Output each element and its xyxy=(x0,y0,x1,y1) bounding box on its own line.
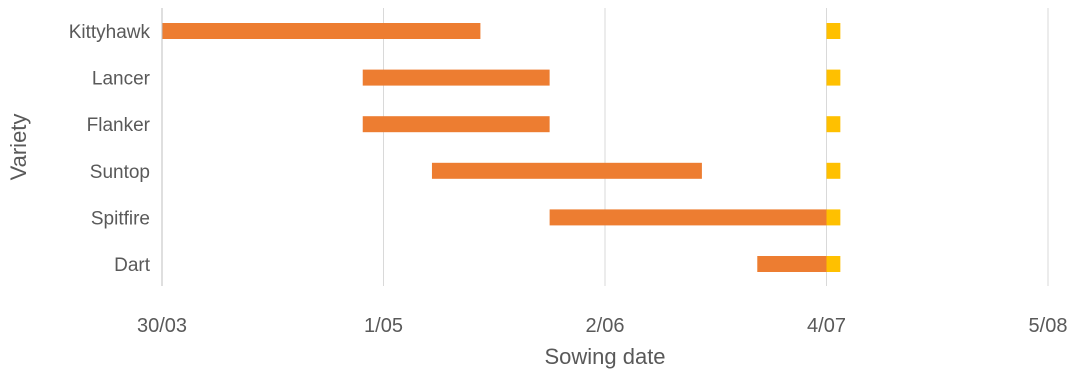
marker-bar xyxy=(826,256,841,272)
gridlines xyxy=(383,8,1049,286)
sowing-window-bar xyxy=(431,162,702,179)
marker-bar xyxy=(826,209,841,226)
y-axis-title: Variety xyxy=(6,114,31,181)
y-tick-label: Spitfire xyxy=(91,208,150,229)
bars xyxy=(162,23,841,272)
sowing-window-bar xyxy=(757,256,827,272)
marker-bar xyxy=(826,116,841,133)
sowing-window-bar xyxy=(362,69,550,86)
sowing-window-bar xyxy=(362,116,550,133)
y-tick-label: Dart xyxy=(114,255,151,276)
x-axis-title: Sowing date xyxy=(544,344,665,369)
x-tick-label: 4/07 xyxy=(807,315,846,337)
x-tick-label: 30/03 xyxy=(137,315,187,337)
x-tick-labels: 30/03 1/05 2/06 4/07 5/08 xyxy=(137,315,1068,337)
y-tick-label: Lancer xyxy=(92,69,151,90)
y-tick-labels: Kittyhawk Lancer Flanker Suntop Spitfire Dart xyxy=(69,22,151,276)
x-tick-label: 2/06 xyxy=(586,315,625,337)
marker-bar xyxy=(826,23,841,39)
y-tick-label: Suntop xyxy=(90,162,150,183)
sowing-window-bar xyxy=(162,23,481,39)
marker-bar xyxy=(826,162,841,179)
y-tick-label: Kittyhawk xyxy=(69,22,151,43)
x-tick-label: 1/05 xyxy=(364,315,403,337)
x-tick-label: 5/08 xyxy=(1029,315,1068,337)
sowing-window-bar xyxy=(549,209,827,226)
marker-bar xyxy=(826,69,841,86)
y-tick-label: Flanker xyxy=(87,115,151,136)
